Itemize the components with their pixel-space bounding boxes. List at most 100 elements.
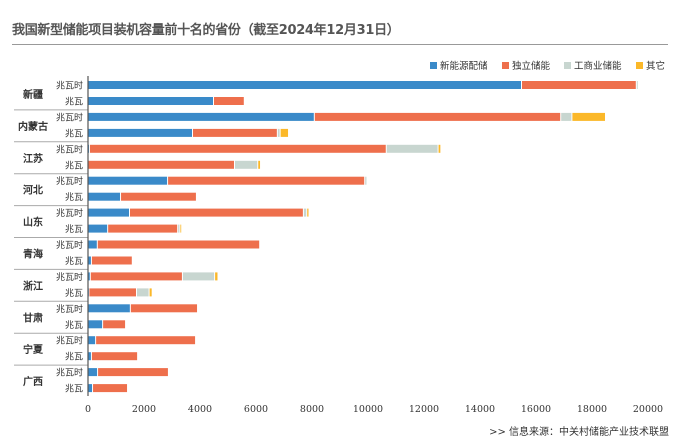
bar-segment bbox=[88, 336, 96, 345]
bar-segment bbox=[88, 97, 213, 105]
province-label: 宁夏 bbox=[23, 343, 44, 356]
bar-segment bbox=[522, 81, 636, 89]
legend-swatch bbox=[430, 62, 437, 69]
unit-label: 兆瓦时 bbox=[56, 271, 83, 283]
bar-segment bbox=[88, 192, 121, 201]
bar-segment bbox=[277, 128, 280, 137]
bar-segment bbox=[103, 320, 126, 329]
bar-segment bbox=[215, 272, 218, 281]
unit-label: 兆瓦 bbox=[65, 320, 83, 331]
x-tick-label: 4000 bbox=[188, 404, 212, 415]
province-label: 广西 bbox=[23, 375, 43, 388]
bar-segment bbox=[91, 256, 132, 265]
bar-segment bbox=[178, 224, 180, 233]
bar-segment bbox=[193, 128, 277, 137]
x-tick-label: 2000 bbox=[132, 404, 156, 415]
bar-segment bbox=[314, 112, 561, 121]
bar-segment bbox=[96, 336, 196, 345]
legend-swatch bbox=[502, 62, 509, 69]
legend-label: 新能源配储 bbox=[440, 60, 488, 72]
title-divider bbox=[12, 44, 668, 45]
unit-label: 兆瓦时 bbox=[56, 335, 83, 347]
unit-label: 兆瓦 bbox=[65, 256, 83, 267]
bar-segment bbox=[438, 144, 441, 153]
unit-label: 兆瓦时 bbox=[56, 111, 83, 123]
unit-label: 兆瓦时 bbox=[56, 143, 83, 155]
unit-label: 兆瓦时 bbox=[56, 367, 83, 379]
unit-label: 兆瓦时 bbox=[56, 207, 83, 219]
bar-segment bbox=[88, 128, 192, 137]
bar-segment bbox=[121, 192, 196, 201]
legend-label: 其它 bbox=[646, 60, 665, 72]
province-label: 山东 bbox=[23, 216, 43, 229]
bar-segment bbox=[365, 176, 367, 185]
unit-label: 兆瓦 bbox=[65, 288, 83, 299]
bar-segment bbox=[88, 320, 103, 329]
bar-segment bbox=[88, 256, 91, 265]
x-tick-label: 6000 bbox=[244, 404, 268, 415]
unit-label: 兆瓦时 bbox=[56, 80, 83, 92]
bar-segment bbox=[280, 128, 289, 137]
legend-swatch bbox=[564, 62, 571, 69]
bar-segment bbox=[180, 224, 182, 233]
unit-label: 兆瓦 bbox=[65, 160, 83, 171]
province-label: 内蒙古 bbox=[18, 120, 48, 133]
bar-segment bbox=[214, 97, 244, 105]
bar-segment bbox=[88, 160, 234, 169]
bar-segment bbox=[97, 240, 260, 249]
unit-label: 兆瓦 bbox=[65, 192, 83, 203]
x-tick-label: 12000 bbox=[409, 404, 439, 415]
x-tick-label: 8000 bbox=[300, 404, 324, 415]
legend-swatch bbox=[636, 62, 643, 69]
bar-segment bbox=[90, 272, 182, 281]
bar-segment bbox=[93, 384, 128, 393]
bar-segment bbox=[88, 352, 91, 361]
unit-label: 兆瓦 bbox=[65, 352, 83, 363]
unit-label: 兆瓦时 bbox=[56, 175, 83, 187]
bar-segment bbox=[130, 304, 198, 313]
province-label: 青海 bbox=[23, 247, 43, 260]
bar-segment bbox=[88, 384, 93, 393]
bar-segment bbox=[386, 144, 438, 153]
bar-segment bbox=[88, 304, 130, 313]
x-tick-label: 10000 bbox=[353, 404, 383, 415]
province-label: 浙江 bbox=[23, 279, 43, 292]
province-label: 新疆 bbox=[23, 88, 43, 101]
bar-segment bbox=[149, 288, 152, 297]
legend-label: 独立储能 bbox=[512, 60, 551, 72]
bar-segment bbox=[108, 224, 178, 233]
unit-label: 兆瓦时 bbox=[56, 239, 83, 251]
bar-segment bbox=[168, 176, 365, 185]
bar-segment bbox=[258, 160, 261, 169]
bar-segment bbox=[137, 288, 149, 297]
x-tick-label: 16000 bbox=[521, 404, 551, 415]
bar-segment bbox=[572, 112, 605, 121]
province-label: 江苏 bbox=[23, 152, 43, 165]
bar-segment bbox=[91, 352, 138, 361]
x-tick-label: 0 bbox=[85, 404, 91, 415]
bar-segment bbox=[89, 144, 386, 153]
bar-segment bbox=[88, 240, 97, 249]
source-note: >> 信息来源：中关村储能产业技术联盟 bbox=[489, 427, 669, 438]
unit-label: 兆瓦 bbox=[65, 224, 83, 235]
x-tick-label: 14000 bbox=[465, 404, 495, 415]
province-label: 河北 bbox=[23, 184, 43, 197]
bar-segment bbox=[88, 81, 521, 89]
bar-segment bbox=[88, 224, 108, 233]
bar-segment bbox=[130, 208, 303, 217]
bar-segment bbox=[636, 81, 638, 89]
unit-label: 兆瓦 bbox=[65, 384, 83, 395]
bar-segment bbox=[88, 208, 129, 217]
bar-segment bbox=[303, 208, 307, 217]
bar-segment bbox=[98, 368, 168, 377]
bar-segment bbox=[88, 176, 168, 185]
unit-label: 兆瓦 bbox=[65, 97, 83, 108]
x-tick-label: 20000 bbox=[633, 404, 663, 415]
province-label: 甘肃 bbox=[23, 311, 43, 324]
legend-label: 工商业储能 bbox=[574, 60, 622, 72]
bar-segment bbox=[182, 272, 215, 281]
bar-segment bbox=[88, 112, 314, 121]
bar-segment bbox=[88, 368, 98, 377]
bar-segment bbox=[561, 112, 572, 121]
